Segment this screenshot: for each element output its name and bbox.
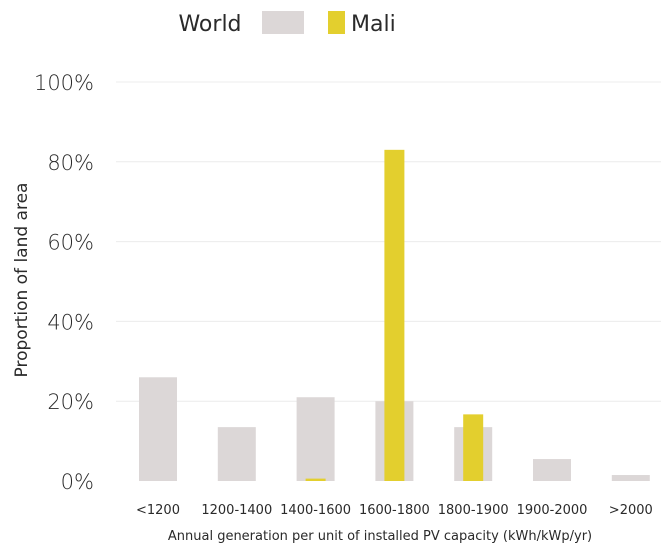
x-tick-label: 1400-1600 (280, 503, 351, 518)
legend-label-mali: Mali (351, 12, 396, 37)
bar-world (611, 475, 650, 481)
y-axis-ticks: 0% 20% 40% 60% 80% 100% (34, 71, 94, 494)
x-tick-label: >2000 (609, 503, 653, 518)
bar-mali (463, 414, 484, 481)
y-tick-label: 80% (47, 151, 94, 175)
x-tick-label: 1200-1400 (201, 503, 272, 518)
y-tick-label: 20% (47, 390, 94, 414)
y-tick-label: 100% (34, 71, 94, 95)
x-tick-label: 1900-2000 (517, 503, 588, 518)
bar-world (533, 459, 571, 481)
y-axis-title: Proportion of land area (12, 183, 32, 378)
bar-mali (384, 149, 405, 481)
legend-swatch-mali (328, 11, 345, 34)
y-tick-label: 40% (47, 310, 94, 334)
bar-world (296, 397, 335, 481)
x-tick-label: <1200 (136, 503, 180, 518)
bars (139, 149, 650, 481)
legend-swatch-world (262, 11, 304, 34)
x-axis-ticks: <1200 1200-1400 1400-1600 1600-1800 1800-190… (136, 503, 653, 518)
bar-world (139, 377, 177, 481)
y-tick-label: 0% (61, 470, 94, 494)
x-axis-title: Annual generation per unit of installed … (168, 529, 592, 544)
x-tick-label: 1800-1900 (438, 503, 509, 518)
x-tick-label: 1600-1800 (359, 503, 430, 518)
bar-world (217, 427, 256, 481)
bar-mali (305, 478, 326, 481)
legend-label-world: World (178, 12, 241, 37)
legend: World Mali (178, 11, 396, 37)
y-tick-label: 60% (47, 231, 94, 255)
